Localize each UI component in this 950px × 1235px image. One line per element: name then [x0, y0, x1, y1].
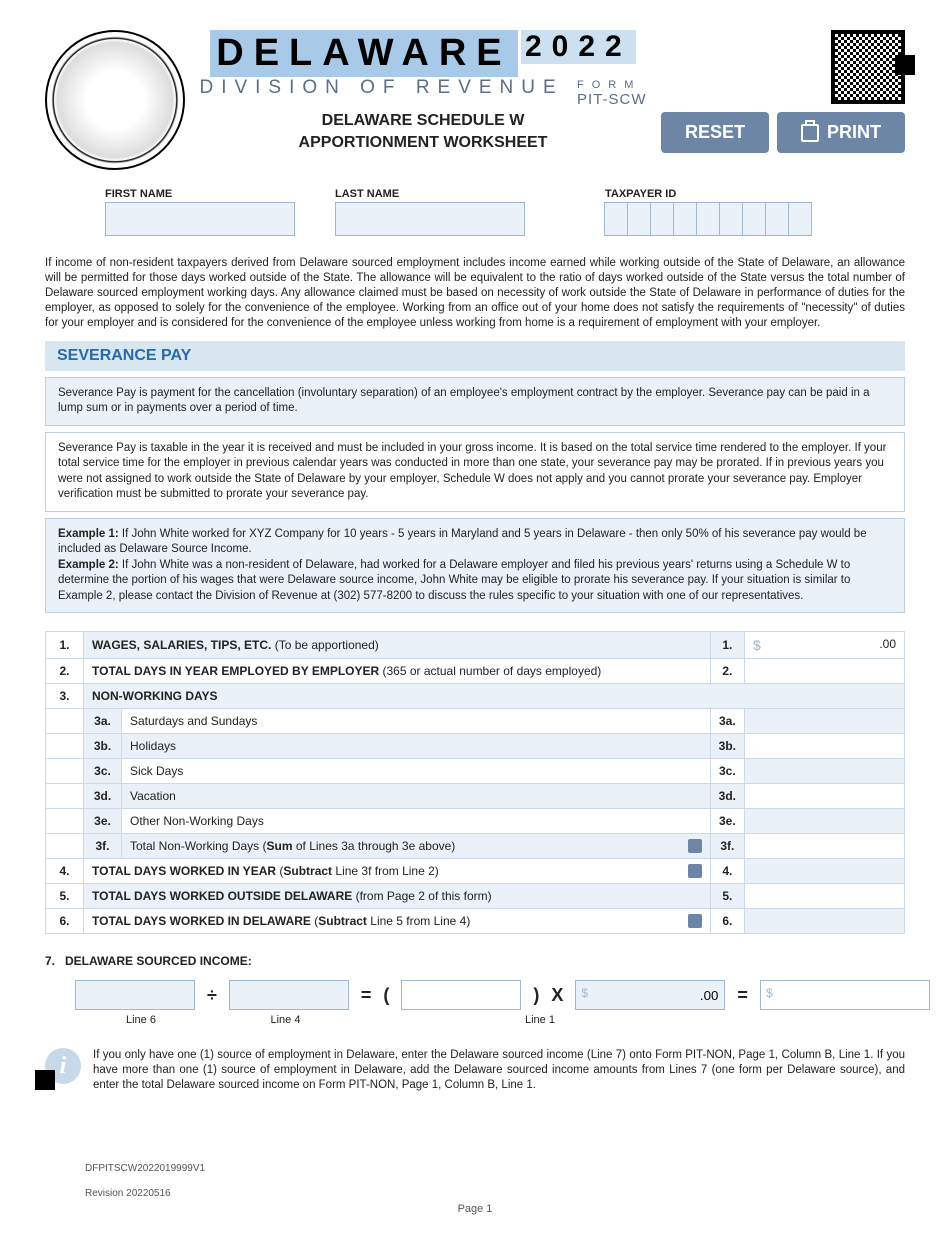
taxpayer-id-input [605, 202, 812, 236]
sec7-text: DELAWARE SOURCED INCOME: [65, 954, 252, 968]
footer-code: DFPITSCW2022019999V1 [85, 1163, 905, 1174]
taxpayer-id-label: TAXPAYER ID [605, 188, 812, 200]
footer-rev: Revision 20220516 [85, 1188, 905, 1199]
calculation-row: ÷ = ( ) X $ = $ [75, 980, 905, 1010]
row-6-input[interactable] [745, 909, 905, 934]
calc-line4-input[interactable] [229, 980, 349, 1010]
calc-ratio-input[interactable] [401, 980, 521, 1010]
row-3d-text: Vacation [122, 784, 711, 809]
row-4-text: TOTAL DAYS WORKED IN YEAR (Subtract Line… [84, 859, 711, 884]
calc-line6-input[interactable] [75, 980, 195, 1010]
qr-code [831, 30, 905, 104]
calc-icon [688, 914, 702, 928]
page-number: Page 1 [45, 1203, 905, 1215]
bottom-mark [35, 1070, 55, 1090]
reset-button[interactable]: RESET [661, 112, 769, 153]
intro-paragraph: If income of non-resident taxpayers deri… [45, 256, 905, 331]
info-text: If you only have one (1) source of emplo… [93, 1048, 905, 1093]
print-button[interactable]: PRINT [777, 112, 905, 153]
form-code: PIT-SCW [577, 91, 647, 108]
tid-9[interactable] [788, 202, 812, 236]
last-name-input[interactable] [335, 202, 525, 236]
row-3-text: NON-WORKING DAYS [84, 684, 905, 709]
calc-l1-label: Line 1 [364, 1014, 716, 1026]
tid-5[interactable] [696, 202, 720, 236]
row-4-input[interactable] [745, 859, 905, 884]
severance-box-2: Severance Pay is taxable in the year it … [45, 432, 905, 512]
severance-examples: Example 1: If John White worked for XYZ … [45, 518, 905, 614]
division-label: DIVISION OF REVENUE [199, 77, 563, 98]
row-1-num: 1. [46, 632, 84, 659]
row-1-input[interactable]: $.00 [745, 632, 905, 659]
sec7-num: 7. [45, 954, 55, 968]
year: 2022 [521, 30, 636, 64]
row-5-input[interactable] [745, 884, 905, 909]
row-3c-input[interactable] [745, 759, 905, 784]
schedule-title-1: DELAWARE SCHEDULE W [197, 112, 649, 130]
row-3d-input[interactable] [745, 784, 905, 809]
form-label: FORM [577, 79, 641, 91]
state-seal-image [45, 30, 185, 170]
row-1-text: WAGES, SALARIES, TIPS, ETC. (To be appor… [84, 632, 711, 659]
header: DELAWARE 2022 DIVISION OF REVENUE FORM P… [45, 30, 905, 170]
schedule-title-2: APPORTIONMENT WORKSHEET [197, 134, 649, 152]
severance-heading: SEVERANCE PAY [45, 341, 905, 371]
calc-icon [688, 864, 702, 878]
last-name-label: LAST NAME [335, 188, 525, 200]
row-6-text: TOTAL DAYS WORKED IN DELAWARE (Subtract … [84, 909, 711, 934]
calc-l4-label: Line 4 [207, 1014, 364, 1026]
first-name-input[interactable] [105, 202, 295, 236]
tid-6[interactable] [719, 202, 743, 236]
row-3b-text: Holidays [122, 734, 711, 759]
tid-3[interactable] [650, 202, 674, 236]
row-3a-input[interactable] [745, 709, 905, 734]
row-3c-text: Sick Days [122, 759, 711, 784]
tid-1[interactable] [604, 202, 628, 236]
row-3e-input[interactable] [745, 809, 905, 834]
calc-line1-input[interactable] [575, 980, 725, 1010]
calc-result-input[interactable] [760, 980, 930, 1010]
calc-l6-label: Line 6 [75, 1014, 207, 1026]
row-5-text: TOTAL DAYS WORKED OUTSIDE DELAWARE (from… [84, 884, 711, 909]
row-3b-input[interactable] [745, 734, 905, 759]
row-3a-text: Saturdays and Sundays [122, 709, 711, 734]
worksheet-table: 1.WAGES, SALARIES, TIPS, ETC. (To be app… [45, 631, 905, 934]
row-2-text: TOTAL DAYS IN YEAR EMPLOYED BY EMPLOYER … [84, 659, 711, 684]
print-icon [801, 124, 819, 142]
tid-8[interactable] [765, 202, 789, 236]
corner-mark [895, 55, 915, 75]
tid-2[interactable] [627, 202, 651, 236]
tid-4[interactable] [673, 202, 697, 236]
state-name: DELAWARE [216, 32, 511, 74]
severance-box-1: Severance Pay is payment for the cancell… [45, 377, 905, 426]
row-3f-text: Total Non-Working Days (Sum of Lines 3a … [122, 834, 711, 859]
row-2-input[interactable] [745, 659, 905, 684]
first-name-label: FIRST NAME [105, 188, 295, 200]
calc-icon [688, 839, 702, 853]
row-3f-input[interactable] [745, 834, 905, 859]
row-3e-text: Other Non-Working Days [122, 809, 711, 834]
tid-7[interactable] [742, 202, 766, 236]
